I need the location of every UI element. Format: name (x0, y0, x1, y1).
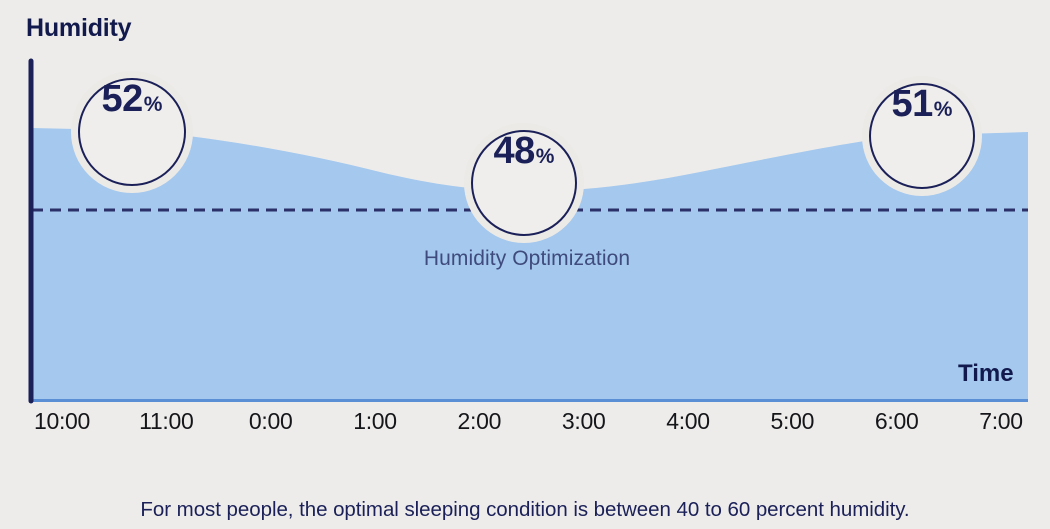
callout-value-middle: 48 (493, 130, 536, 172)
x-tick-label: 3:00 (561, 408, 606, 434)
x-axis-title: Time (958, 360, 1014, 387)
x-axis-tick-labels: 10:00 11:00 0:00 1:00 2:00 3:00 4:00 5:00 6:00 7:… (0, 408, 1050, 448)
x-tick-label: 4:00 (666, 408, 710, 434)
callout-bubble-right[interactable]: 51 % (869, 83, 975, 189)
x-tick-label: 10:00 (33, 408, 91, 434)
x-tick-label: 11:00 (139, 408, 194, 434)
y-axis-title: Humidity (26, 14, 132, 42)
callout-value-left: 52 (101, 78, 144, 120)
threshold-label-text: Humidity Optimization (423, 247, 631, 270)
callout-bubble-left[interactable]: 52 % (78, 78, 186, 186)
x-tick-label: 1:00 (353, 408, 397, 434)
humidity-area-path (32, 128, 1028, 400)
callout-unit-right: % (933, 98, 953, 121)
callout-unit-left: % (143, 93, 163, 116)
callout-value-right: 51 (891, 83, 934, 125)
figure-caption: For most people, the optimal sleeping co… (140, 498, 910, 521)
x-tick-label: 6:00 (874, 408, 919, 434)
x-tick-label: 7:00 (979, 408, 1023, 434)
x-tick-label: 5:00 (770, 408, 815, 434)
callout-bubble-middle[interactable]: 48 % (471, 130, 577, 236)
callout-unit-middle: % (535, 145, 555, 168)
threshold-label: Humidity Optimization (0, 247, 1050, 271)
x-tick-label: 2:00 (457, 408, 502, 434)
x-tick-label: 0:00 (248, 408, 293, 434)
